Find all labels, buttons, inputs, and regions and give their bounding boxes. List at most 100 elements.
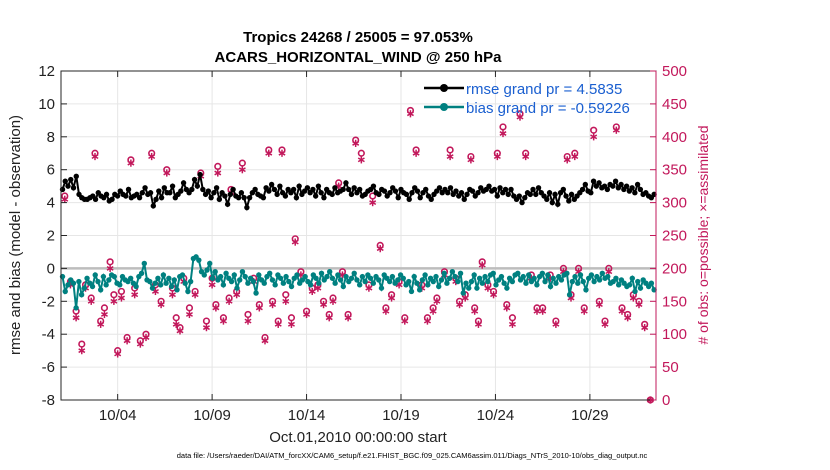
- bias-point: [316, 280, 322, 286]
- obs-assimilated-marker: [265, 149, 273, 157]
- rmse-point: [409, 190, 415, 196]
- bias-point: [588, 272, 595, 278]
- obs-assimilated-marker: [225, 297, 233, 305]
- rmse-point: [235, 194, 242, 201]
- rmse-point: [403, 191, 410, 198]
- bias-point: [485, 278, 491, 285]
- bias-point: [378, 285, 385, 291]
- bias-point: [430, 278, 436, 285]
- bias-point: [313, 275, 319, 281]
- rmse-point: [458, 190, 465, 196]
- rmse-point: [70, 185, 77, 191]
- obs-possible-marker: [100, 304, 109, 312]
- bias-point: [283, 273, 289, 280]
- rmse-point: [241, 194, 247, 201]
- obs-assimilated-marker: [127, 159, 135, 167]
- bias-point: [482, 273, 488, 280]
- rmse-point: [103, 191, 110, 198]
- y-tick-label: 8: [47, 129, 55, 146]
- obs-assimilated-marker: [580, 307, 588, 315]
- y-right-tick-label: 400: [662, 129, 687, 146]
- obs-assimilated-marker: [369, 199, 377, 207]
- bias-point: [531, 275, 537, 281]
- rmse-point: [136, 194, 143, 201]
- rmse-point: [310, 186, 316, 193]
- bias-point: [452, 273, 458, 280]
- bias-point: [245, 280, 251, 286]
- rmse-point: [395, 194, 401, 201]
- bias-point: [171, 277, 177, 283]
- rmse-point: [158, 194, 165, 201]
- rmse-point: [194, 183, 201, 189]
- obs-assimilated-marker: [478, 261, 486, 269]
- rmse-point: [351, 185, 357, 191]
- bias-point: [395, 277, 401, 283]
- bias-point: [204, 267, 210, 273]
- bias-point: [566, 292, 573, 298]
- rmse-point: [92, 196, 99, 203]
- bias-point: [575, 280, 581, 286]
- bias-point: [152, 280, 158, 286]
- rmse-point: [535, 185, 542, 191]
- bias-point: [160, 272, 167, 278]
- rmse-point: [230, 186, 236, 193]
- legend: rmse grand pr = 4.5835 bias grand pr = -…: [424, 81, 630, 117]
- y-tick-label: 6: [47, 162, 55, 179]
- bias-point: [351, 270, 357, 277]
- bias-point: [256, 272, 262, 278]
- rmse-point: [147, 190, 154, 196]
- obs-assimilated-marker: [191, 291, 199, 299]
- bias-point: [76, 278, 82, 285]
- rmse-point: [356, 186, 363, 193]
- obs-possible-marker: [508, 314, 517, 322]
- rmse-point: [321, 194, 327, 201]
- rmse-point: [563, 193, 569, 199]
- rmse-point: [604, 186, 611, 193]
- bias-point: [637, 285, 644, 291]
- bias-point: [78, 292, 85, 298]
- obs-assimilated-marker: [123, 337, 131, 345]
- obs-possible-marker: [287, 314, 296, 322]
- rmse-point: [282, 193, 289, 199]
- rmse-point: [579, 186, 586, 193]
- y-right-tick-label: 500: [662, 63, 687, 80]
- obs-assimilated-marker: [456, 300, 464, 309]
- obs-assimilated-marker: [172, 320, 180, 328]
- obs-assimilated-marker: [601, 320, 609, 328]
- obs-assimilated-marker: [612, 126, 620, 134]
- bias-point: [147, 278, 153, 285]
- obs-assimilated-marker: [467, 156, 475, 164]
- obs-assimilated-marker: [516, 113, 524, 121]
- rmse-point: [491, 186, 498, 193]
- obs-assimilated-marker: [618, 307, 626, 315]
- legend-rmse-label: rmse grand pr = 4.5835: [466, 81, 622, 98]
- rmse-point: [387, 190, 393, 196]
- bias-point: [261, 280, 267, 286]
- y-tick-label: 10: [38, 96, 55, 113]
- bias-point: [408, 288, 415, 295]
- rmse-point: [246, 194, 253, 201]
- bias-point: [455, 278, 461, 285]
- y-right-tick-label: 100: [662, 326, 687, 343]
- rmse-point: [123, 193, 129, 199]
- x-tick-label: 10/29: [571, 407, 609, 424]
- bias-point: [419, 277, 426, 283]
- obs-assimilated-marker: [484, 284, 492, 292]
- obs-assimilated-marker: [214, 169, 222, 177]
- obs-assimilated-marker: [255, 304, 263, 312]
- bias-point: [324, 273, 330, 280]
- rmse-point: [464, 191, 470, 198]
- bias-point: [92, 272, 98, 278]
- y-axis-left: -8 -6 -4 -2 0 2 4 6 8 10 12: [38, 63, 67, 409]
- bias-point: [168, 283, 175, 290]
- bias-point: [277, 275, 284, 281]
- legend-bias-label: bias grand pr = -0.59226: [466, 100, 630, 117]
- bias-point: [490, 270, 496, 277]
- obs-assimilated-marker: [412, 149, 420, 157]
- bias-point: [242, 273, 248, 280]
- bias-point: [318, 270, 325, 277]
- rmse-point: [623, 183, 630, 189]
- rmse-point: [139, 190, 146, 196]
- bias-point: [444, 280, 450, 286]
- bias-point: [288, 283, 295, 290]
